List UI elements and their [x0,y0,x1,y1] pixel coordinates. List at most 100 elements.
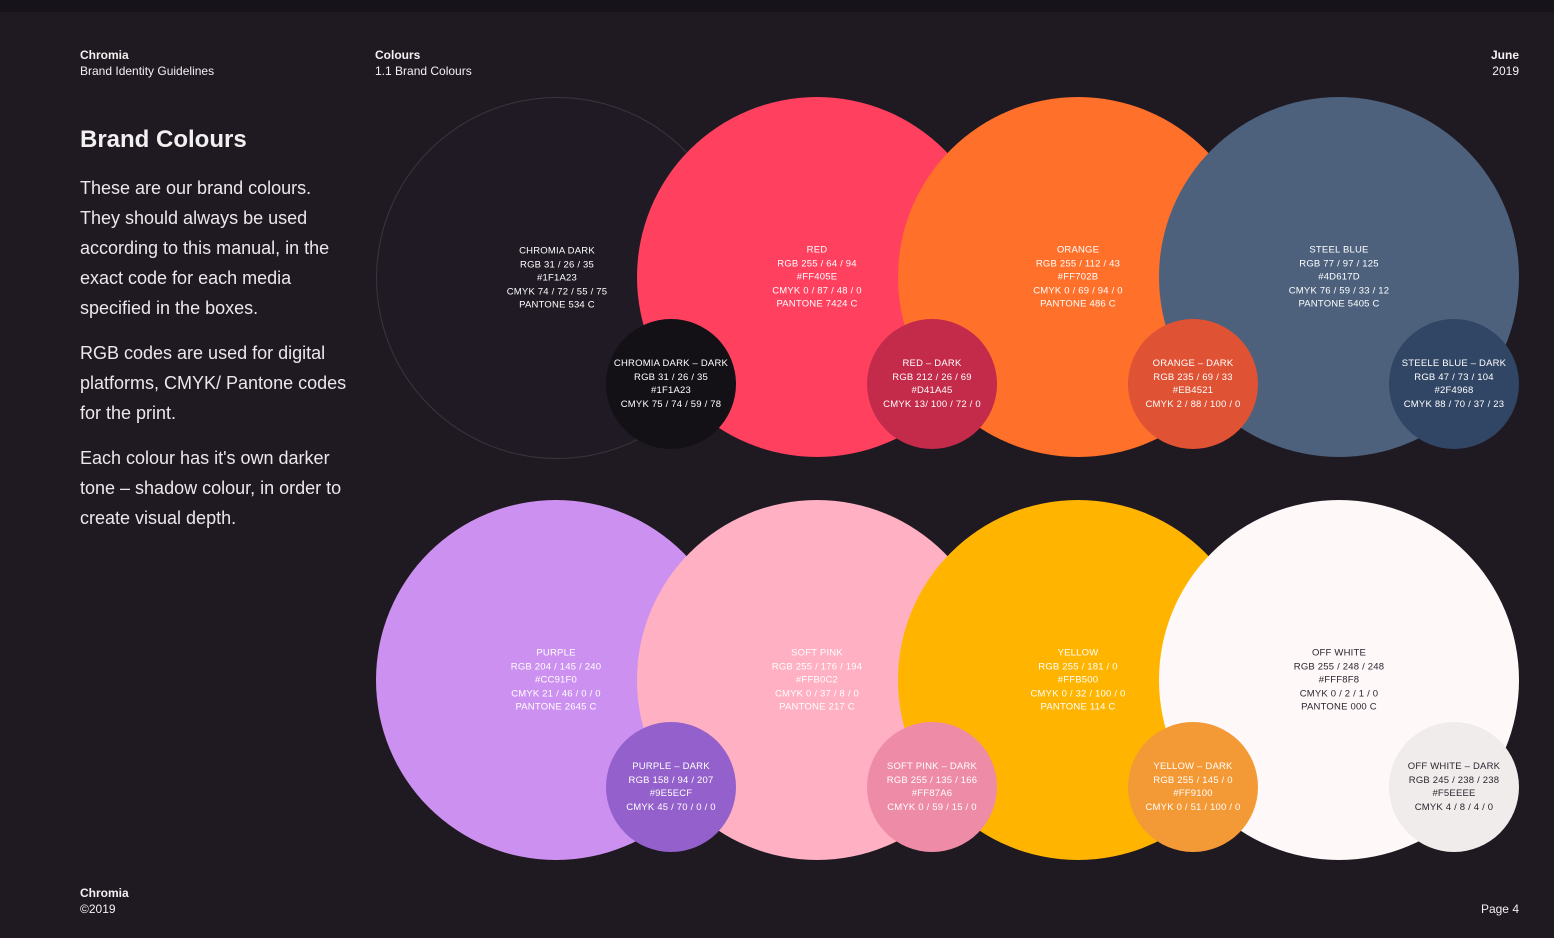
intro-paragraph: Each colour has it's own darker tone – s… [80,448,342,528]
colour-pantone: PANTONE 114 C [1040,701,1116,713]
dark-shade-spec: Off White – Dark RGB 245 / 238 / 238 #F5EE… [1389,760,1519,814]
header-section-block: Colours 1.1 Brand Colours [375,47,472,79]
colour-cmyk: CMYK 0 / 37 / 8 / 0 [774,687,860,699]
footer-brand: Chromia [80,886,129,900]
colour-spec: Purple RGB 204 / 145 / 240 #CC91F0 CMYK 21 … [376,646,736,714]
colour-spec: Red RGB 255 / 64 / 94 #FF405E CMYK 0 / 87 /… [637,243,997,311]
dark-shade-rgb: RGB 158 / 94 / 207 [628,774,714,786]
colour-pantone: PANTONE 000 C [1301,701,1377,713]
dark-shade-circle: Red – Dark RGB 212 / 26 / 69 #D41A45 CMYK 1… [867,319,997,449]
dark-shade-rgb: RGB 47 / 73 / 104 [1414,371,1494,383]
colour-hex: #FFB500 [1057,674,1099,686]
colour-name: Purple [536,647,576,659]
dark-shade-spec: Steele Blue – Dark RGB 47 / 73 / 104 #2F49… [1389,357,1519,411]
dark-shade-cmyk: CMYK 13/ 100 / 72 / 0 [883,398,981,410]
colour-rgb: RGB 255 / 64 / 94 [777,257,857,269]
dark-shade-spec: Chromia Dark – Dark RGB 31 / 26 / 35 #1F1A… [606,357,736,411]
header-section: Colours [375,48,421,62]
intro-paragraph: These are our brand colours. They should… [80,178,330,318]
colour-hex: #FF405E [796,271,838,283]
header-month: June [1490,48,1519,62]
dark-shade-name: Red – Dark [902,358,962,369]
dark-shade-rgb: RGB 255 / 145 / 0 [1153,774,1233,786]
header-subsection: 1.1 Brand Colours [375,64,472,78]
dark-shade-hex: #F5EEEE [1432,788,1476,799]
colour-spec: Yellow RGB 255 / 181 / 0 #FFB500 CMYK 0 / 3… [898,646,1258,714]
header-subtitle: Brand Identity Guidelines [80,64,215,78]
colour-cmyk: CMYK 0 / 32 / 100 / 0 [1030,687,1126,699]
top-strip [0,0,1554,12]
colour-pantone: PANTONE 486 C [1040,298,1116,310]
header-year: 2019 [1492,64,1519,78]
dark-shade-cmyk: CMYK 2 / 88 / 100 / 0 [1145,398,1241,410]
dark-shade-rgb: RGB 235 / 69 / 33 [1153,371,1233,383]
footer-copyright: ©2019 [80,902,116,916]
dark-shade-cmyk: CMYK 0 / 59 / 15 / 0 [887,801,977,813]
dark-shade-name: Orange – Dark [1152,358,1234,369]
dark-shade-rgb: RGB 31 / 26 / 35 [634,371,708,383]
colour-pantone: PANTONE 2645 C [515,701,597,713]
colour-cmyk: CMYK 0 / 69 / 94 / 0 [1033,284,1123,296]
colour-name: Yellow [1057,647,1099,659]
colour-spec: Soft Pink RGB 255 / 176 / 194 #FFB0C2 CMYK … [637,646,997,714]
dark-shade-cmyk: CMYK 75 / 74 / 59 / 78 [620,398,722,410]
dark-shade-name: Chromia Dark – Dark [613,358,729,369]
dark-shade-spec: Soft Pink – Dark RGB 255 / 135 / 166 #FF87… [867,760,997,814]
dark-shade-hex: #EB4521 [1172,385,1214,396]
dark-shade-hex: #FF9100 [1173,788,1213,799]
colour-rgb: RGB 204 / 145 / 240 [510,660,602,672]
colour-pantone: PANTONE 534 C [519,299,595,311]
page-title: Brand Colours [80,126,247,153]
dark-shade-circle: Off White – Dark RGB 245 / 238 / 238 #F5EE… [1389,722,1519,852]
footer-brand-block: Chromia ©2019 [80,885,129,917]
dark-shade-name: Soft Pink – Dark [886,761,978,772]
colour-hex: #1F1A23 [537,272,577,284]
dark-shade-spec: Red – Dark RGB 212 / 26 / 69 #D41A45 CMYK 1… [867,357,997,411]
colour-spec: Orange RGB 255 / 112 / 43 #FF702B CMYK 0 / … [898,243,1258,311]
dark-shade-cmyk: CMYK 4 / 8 / 4 / 0 [1414,801,1494,813]
colour-rgb: RGB 255 / 248 / 248 [1293,660,1385,672]
colour-spec: Off White RGB 255 / 248 / 248 #FFF8F8 CMYK … [1159,646,1519,714]
dark-shade-circle: Steele Blue – Dark RGB 47 / 73 / 104 #2F49… [1389,319,1519,449]
dark-shade-name: Steele Blue – Dark [1401,358,1507,369]
colour-hex: #CC91F0 [534,674,578,686]
colour-name: Red [806,244,828,256]
colour-cmyk: CMYK 74 / 72 / 55 / 75 [506,285,608,297]
colour-rgb: RGB 31 / 26 / 35 [520,258,594,270]
dark-shade-cmyk: CMYK 0 / 51 / 100 / 0 [1145,801,1241,813]
dark-shade-hex: #9E5ECF [649,788,693,799]
dark-shade-circle: Purple – Dark RGB 158 / 94 / 207 #9E5ECF CM… [606,722,736,852]
dark-shade-cmyk: CMYK 45 / 70 / 0 / 0 [626,801,716,813]
intro-paragraph: RGB codes are used for digital platforms… [80,343,347,423]
colour-cmyk: CMYK 0 / 2 / 1 / 0 [1299,687,1379,699]
dark-shade-circle: Yellow – Dark RGB 255 / 145 / 0 #FF9100 CMY… [1128,722,1258,852]
colour-cmyk: CMYK 21 / 46 / 0 / 0 [511,687,601,699]
colour-hex: #FFB0C2 [795,674,839,686]
dark-shade-hex: #1F1A23 [651,385,691,396]
colour-name: Soft Pink [791,647,843,659]
colour-spec: Steel Blue RGB 77 / 97 / 125 #4D617D CMYK 7… [1159,243,1519,311]
colour-rgb: RGB 255 / 112 / 43 [1035,257,1121,269]
dark-shade-hex: #FF87A6 [911,788,953,799]
colour-hex: #FF702B [1057,271,1099,283]
colour-name: Steel Blue [1309,244,1369,256]
colour-cmyk: CMYK 0 / 87 / 48 / 0 [772,284,862,296]
colour-hex: #FFF8F8 [1318,674,1360,686]
colour-rgb: RGB 255 / 176 / 194 [771,660,863,672]
dark-shade-spec: Purple – Dark RGB 158 / 94 / 207 #9E5ECF CM… [606,760,736,814]
header-date-block: June 2019 [1491,47,1519,79]
colour-rgb: RGB 255 / 181 / 0 [1038,660,1118,672]
colour-pantone: PANTONE 217 C [779,701,855,713]
dark-shade-name: Off White – Dark [1407,761,1501,772]
dark-shade-name: Yellow – Dark [1153,761,1233,772]
header-brand-block: Chromia Brand Identity Guidelines [80,47,214,79]
dark-shade-rgb: RGB 245 / 238 / 238 [1408,774,1500,786]
dark-shade-hex: #2F4968 [1434,385,1474,396]
dark-shade-cmyk: CMYK 88 / 70 / 37 / 23 [1403,398,1505,410]
header-brand: Chromia [80,48,129,62]
colour-name: Chromia Dark [519,245,595,257]
dark-shade-rgb: RGB 212 / 26 / 69 [892,371,972,383]
page-number: Page 4 [1480,902,1519,916]
dark-shade-circle: Chromia Dark – Dark RGB 31 / 26 / 35 #1F1A… [606,319,736,449]
dark-shade-hex: #D41A45 [911,385,953,396]
